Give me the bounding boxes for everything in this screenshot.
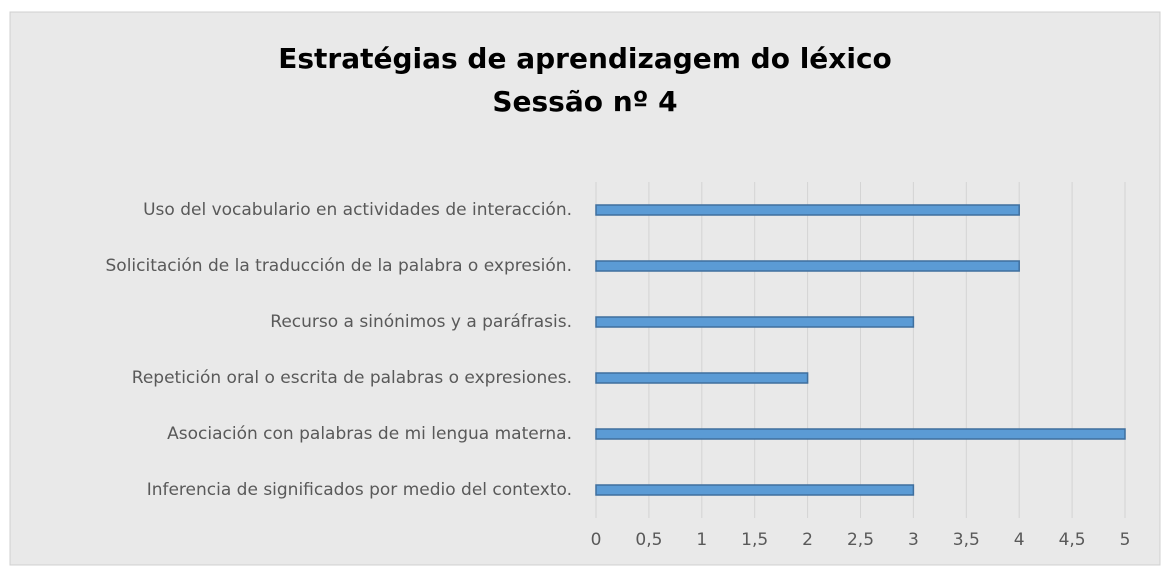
chart-subtitle: Sessão nº 4 bbox=[492, 85, 677, 118]
bar bbox=[595, 428, 1126, 440]
x-tick-label: 4,5 bbox=[1059, 530, 1086, 550]
x-tick-label: 2 bbox=[802, 530, 813, 550]
bar bbox=[595, 316, 915, 328]
y-tick-label: Solicitación de la traducción de la pala… bbox=[106, 256, 572, 276]
x-tick-label: 3,5 bbox=[953, 530, 980, 550]
x-tick-label: 5 bbox=[1120, 530, 1131, 550]
bar bbox=[595, 204, 1020, 216]
bar bbox=[595, 484, 915, 496]
y-tick-label: Inferencia de significados por medio del… bbox=[147, 480, 572, 500]
x-tick-label: 4 bbox=[1014, 530, 1025, 550]
x-tick-label: 2,5 bbox=[847, 530, 874, 550]
y-tick-label: Repetición oral o escrita de palabras o … bbox=[132, 368, 572, 388]
bar bbox=[595, 372, 809, 384]
y-tick-label: Asociación con palabras de mi lengua mat… bbox=[167, 424, 572, 444]
x-tick-label: 1,5 bbox=[741, 530, 768, 550]
bar bbox=[595, 260, 1020, 272]
x-tick-label: 0,5 bbox=[635, 530, 662, 550]
y-tick-label: Recurso a sinónimos y a paráfrasis. bbox=[270, 312, 572, 332]
chart-area bbox=[9, 11, 1161, 566]
x-tick-label: 3 bbox=[908, 530, 919, 550]
chart-title: Estratégias de aprendizagem do léxico bbox=[278, 42, 892, 75]
y-tick-label: Uso del vocabulario en actividades de in… bbox=[143, 200, 572, 220]
x-tick-label: 1 bbox=[696, 530, 707, 550]
x-tick-label: 0 bbox=[591, 530, 602, 550]
